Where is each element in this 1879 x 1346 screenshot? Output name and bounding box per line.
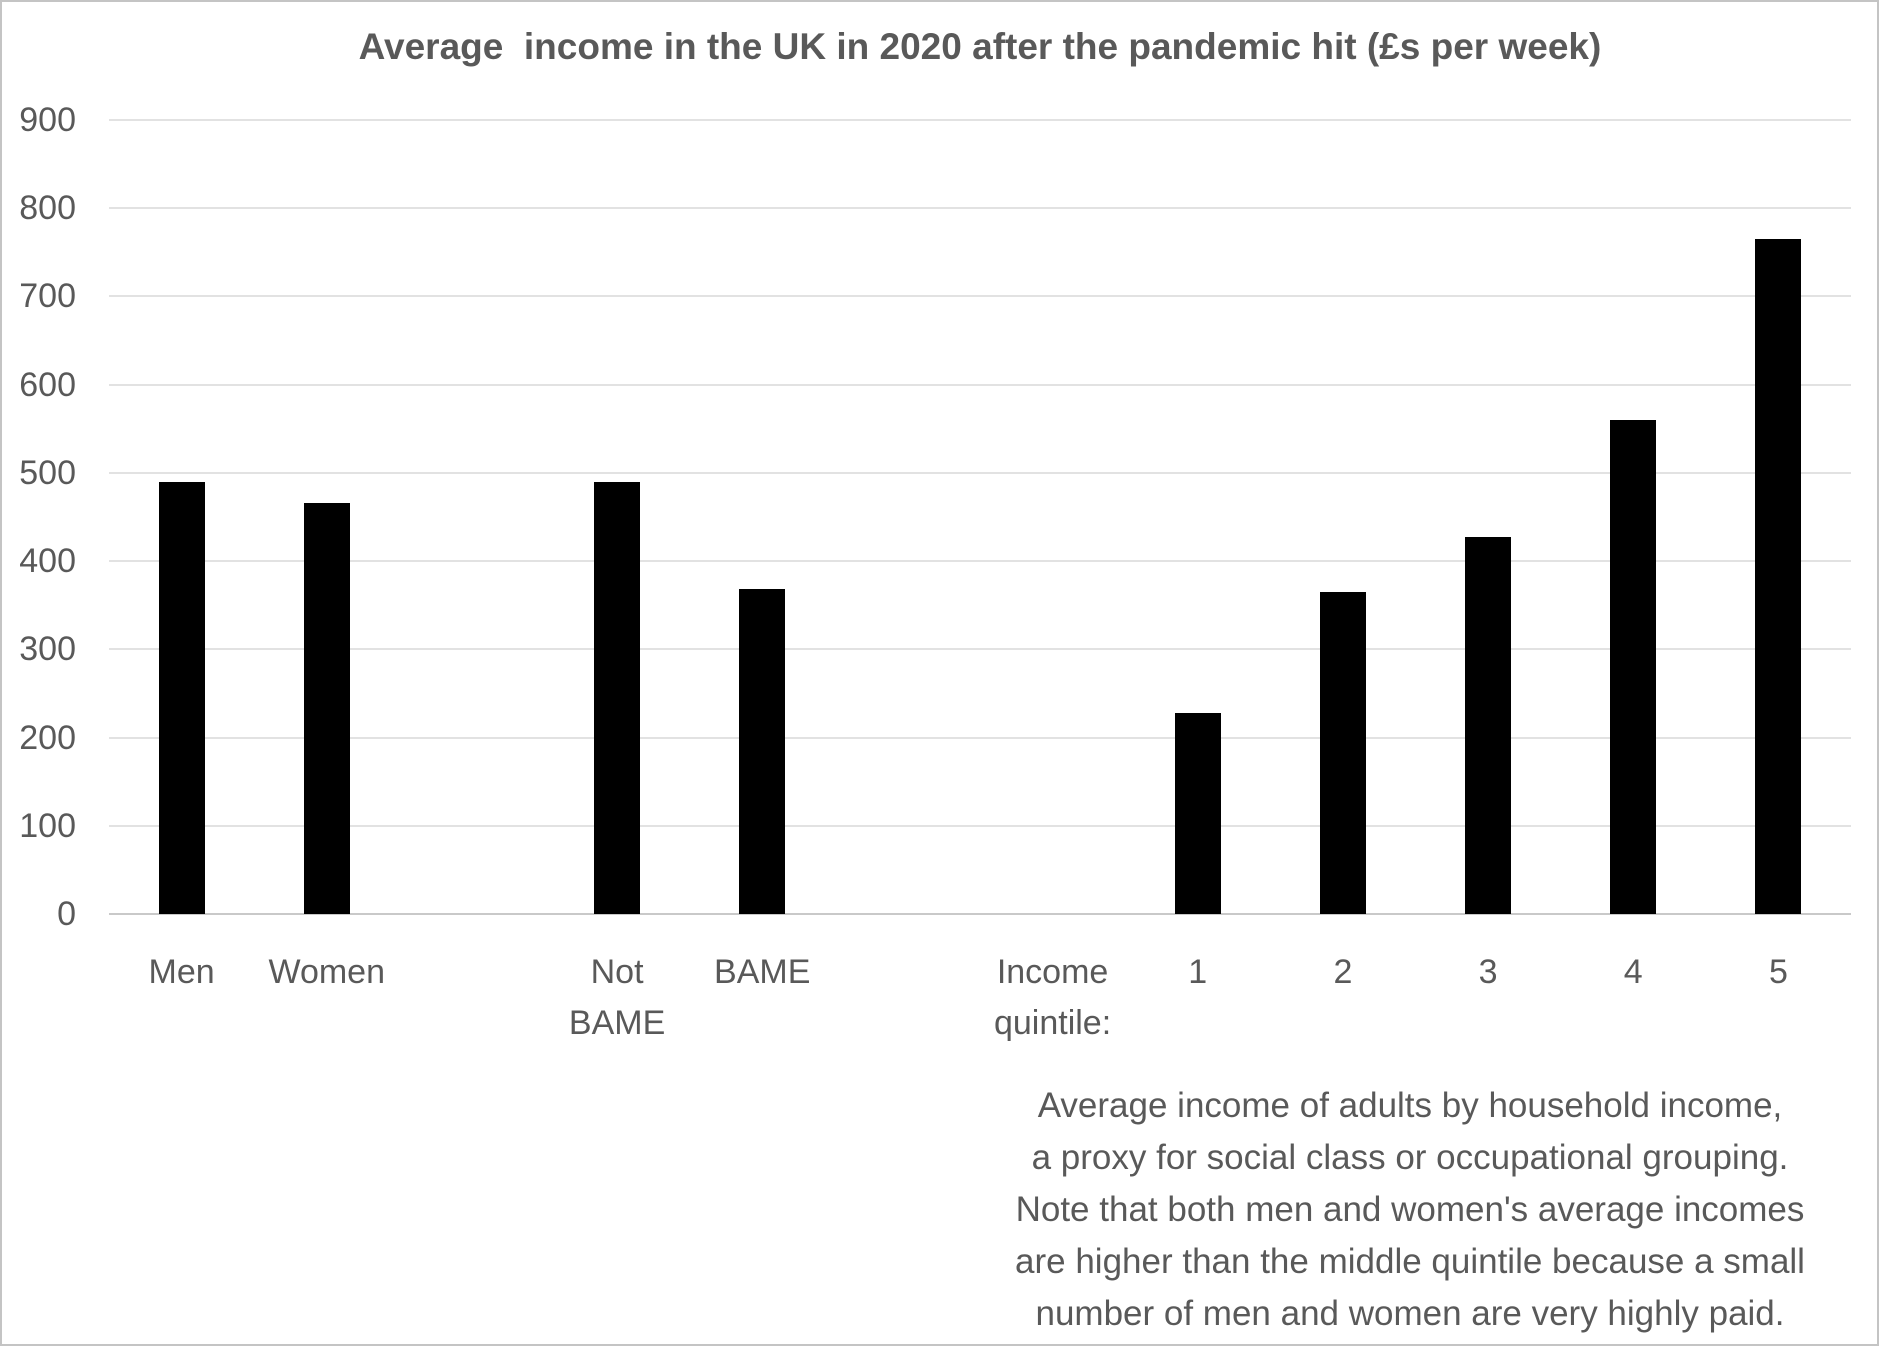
bar-1: [1174, 712, 1221, 914]
x-axis-label-1: 1: [1188, 953, 1208, 991]
y-axis-tick-label-500: 500: [19, 453, 76, 492]
gridline-100: [109, 824, 1851, 827]
annotation-line-3: Note that both men and women's average i…: [1015, 1190, 1805, 1229]
gridline-900: [109, 119, 1851, 121]
x-axis-label-2: 2: [1333, 953, 1353, 991]
x-axis-label-3: 3: [1478, 953, 1498, 991]
gridline-300: [109, 648, 1851, 651]
bar-women: [303, 502, 350, 914]
y-axis-tick-label-700: 700: [19, 277, 76, 316]
x-axis-label-not-bame: Not BAME: [568, 953, 666, 1042]
x-axis-label-5: 5: [1768, 953, 1788, 991]
bar-men: [158, 481, 205, 914]
y-axis-tick-label-0: 0: [57, 895, 76, 933]
gridline-800: [109, 207, 1851, 210]
x-axis-label-women: Women: [268, 953, 385, 991]
annotation-line-2: a proxy for social class or occupational…: [1031, 1138, 1789, 1177]
y-axis-tick-label-200: 200: [19, 718, 76, 757]
y-axis-tick-label-800: 800: [19, 189, 76, 228]
x-axis-line: [109, 913, 1851, 915]
x-axis-label-4: 4: [1623, 953, 1643, 991]
bar-not-bame: [594, 481, 641, 914]
x-axis-label-income-quintile: Income quintile:: [993, 953, 1112, 1042]
gridline-200: [109, 736, 1851, 739]
chart-annotation: Average income of adults by household in…: [952, 1080, 1868, 1340]
chart-title: Average income in the UK in 2020 after t…: [358, 26, 1602, 67]
gridline-600: [109, 383, 1851, 386]
y-axis-tick-label-600: 600: [19, 365, 76, 404]
y-axis-tick-label-100: 100: [19, 806, 76, 845]
bar-5: [1755, 239, 1802, 914]
bar-4: [1610, 419, 1657, 914]
x-axis-label-men: Men: [148, 953, 215, 991]
bar-2: [1319, 591, 1366, 914]
gridline-700: [109, 295, 1851, 298]
y-axis-tick-label-400: 400: [19, 542, 76, 581]
y-axis-tick-label-900: 900: [19, 101, 76, 139]
y-axis-tick-label-300: 300: [19, 630, 76, 669]
x-axis-label-bame: BAME: [714, 953, 811, 991]
gridline-400: [109, 560, 1851, 563]
annotation-line-5: number of men and women are very highly …: [1035, 1294, 1785, 1333]
annotation-line-4: are higher than the middle quintile beca…: [1015, 1242, 1805, 1281]
gridline-500: [109, 471, 1851, 474]
bar-bame: [739, 589, 786, 914]
annotation-line-1: Average income of adults by household in…: [1037, 1086, 1783, 1125]
bar-3: [1465, 537, 1512, 914]
